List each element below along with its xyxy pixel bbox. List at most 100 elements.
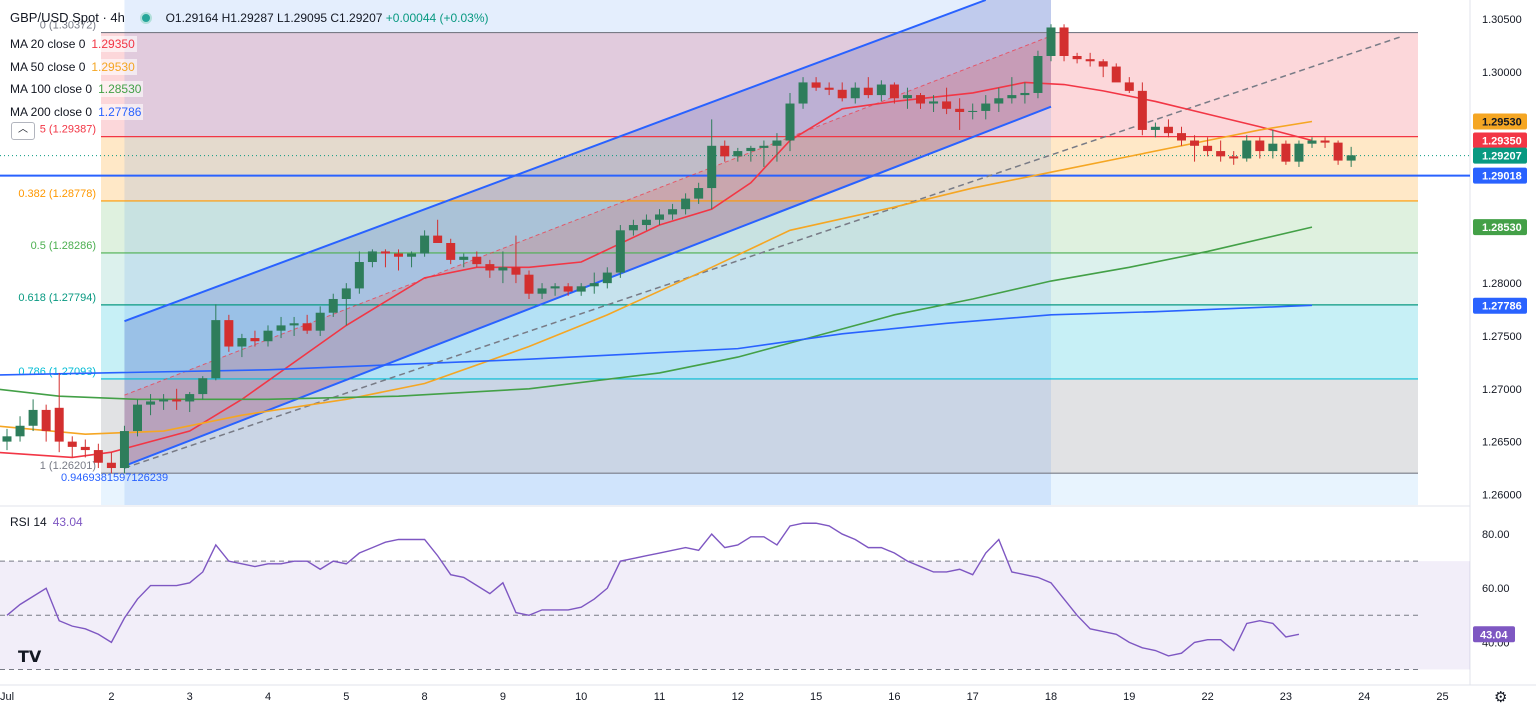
- candle-body: [341, 288, 351, 299]
- candle-body: [707, 145, 717, 189]
- candle-body: [328, 298, 338, 313]
- candle-body: [811, 82, 821, 88]
- time-tick: Jul: [0, 691, 14, 703]
- price-label-bg: [1473, 297, 1527, 314]
- candle-body: [185, 394, 195, 402]
- candle-body: [876, 84, 886, 96]
- candle-body: [407, 253, 417, 257]
- time-tick: 22: [1201, 691, 1213, 703]
- time-tick: 23: [1280, 691, 1292, 703]
- candle-body: [668, 209, 678, 215]
- tradingview-logo[interactable]: TV: [18, 647, 42, 666]
- candle-body: [498, 267, 508, 271]
- candle-body: [1216, 151, 1226, 157]
- candle-body: [198, 378, 208, 395]
- candle-body: [785, 103, 795, 141]
- candle-body: [694, 188, 704, 199]
- fib-zone: [101, 252, 1418, 305]
- candle-body: [1320, 140, 1330, 143]
- price-tick: 1.26500: [1482, 437, 1522, 449]
- candle-body: [681, 198, 691, 210]
- fib-label: 0.618 (1.27794): [18, 292, 96, 304]
- price-label: 1.29530: [1482, 116, 1522, 128]
- candle-body: [798, 82, 808, 104]
- price-label: 1.27786: [1482, 301, 1522, 313]
- candle-body: [1020, 92, 1030, 96]
- price-label: 1.29018: [1482, 171, 1522, 183]
- candle-body: [1098, 61, 1108, 67]
- channel-upper-line: [124, 0, 987, 323]
- candle-body: [472, 256, 482, 265]
- market-status-icon: [140, 12, 153, 25]
- ohlc-header: GBP/USD Spot · 4h O1.29164 H1.29287 L1.2…: [10, 10, 489, 25]
- legend-ma50[interactable]: MA 50 close 0 1.29530: [10, 56, 143, 79]
- legend-collapse-button[interactable]: ︿: [11, 122, 35, 140]
- price-label: 1.29207: [1482, 151, 1522, 163]
- fib-label: 1 (1.26201): [40, 460, 96, 472]
- candle-body: [720, 145, 730, 157]
- fib-zone: [101, 378, 1418, 474]
- candle-body: [1255, 140, 1265, 152]
- candle-body: [902, 95, 912, 99]
- candle-body: [302, 323, 312, 331]
- candle-body: [28, 409, 38, 426]
- fib-label: 0.786 (1.27093): [18, 366, 96, 378]
- chevron-up-icon: ︿: [18, 124, 28, 135]
- time-tick: 4: [265, 691, 271, 703]
- candle-body: [563, 286, 573, 292]
- rsi-tick: 60.00: [1482, 583, 1510, 595]
- candle-body: [968, 110, 978, 112]
- time-tick: 24: [1358, 691, 1370, 703]
- candle-body: [80, 446, 90, 451]
- channel-lower-line: [124, 105, 1052, 467]
- candle-body: [1203, 145, 1213, 152]
- candle-body: [550, 286, 560, 289]
- candle-body: [1085, 59, 1095, 62]
- candle-body: [237, 338, 247, 347]
- candle-body: [54, 407, 64, 442]
- candle-body: [1346, 155, 1356, 161]
- candle-body: [420, 235, 430, 254]
- rsi-legend[interactable]: RSI 14 43.04: [10, 515, 83, 529]
- time-tick: 5: [343, 691, 349, 703]
- gear-icon[interactable]: ⚙: [1494, 689, 1508, 706]
- symbol-title[interactable]: GBP/USD Spot · 4h: [10, 10, 125, 25]
- candle-body: [641, 219, 651, 226]
- legend-ma100-label: MA 100 close 0: [10, 82, 93, 96]
- candle-body: [524, 274, 534, 294]
- ma-line: [0, 304, 1313, 376]
- channel-fill: [124, 0, 1051, 466]
- candle-body: [1333, 142, 1343, 161]
- price-tick: 1.28000: [1482, 278, 1522, 290]
- legend-ma200-label: MA 200 close 0: [10, 104, 93, 119]
- candle-body: [2, 436, 12, 442]
- candle-body: [133, 404, 142, 432]
- legend-ma50-value: 1.29530: [89, 58, 137, 75]
- legend-ma200-value: 1.27786: [96, 103, 144, 120]
- candle-body: [1033, 55, 1043, 93]
- candle-body: [263, 330, 273, 342]
- price-label-bg: [1473, 132, 1527, 149]
- candle-body: [1072, 55, 1082, 60]
- candle-body: [863, 87, 873, 96]
- indicator-legend: MA 20 close 0 1.29350 MA 50 close 0 1.2953…: [10, 33, 144, 124]
- time-tick: 3: [187, 691, 193, 703]
- candle-body: [446, 242, 456, 260]
- candle-body: [628, 225, 638, 231]
- price-label-bg: [1473, 113, 1527, 130]
- time-tick: 10: [575, 691, 587, 703]
- legend-ma20[interactable]: MA 20 close 0 1.29350: [10, 33, 143, 56]
- candle-body: [655, 214, 664, 220]
- legend-ma200[interactable]: MA 200 close 0 1.27786: [10, 101, 144, 124]
- candle-body: [576, 286, 586, 292]
- candle-body: [119, 431, 129, 469]
- candle-body: [1307, 140, 1317, 144]
- channel-lower-fill: [124, 35, 1051, 466]
- candle-body: [15, 425, 25, 437]
- time-tick: 18: [1045, 691, 1057, 703]
- candle-body: [589, 283, 599, 287]
- legend-ma100[interactable]: MA 100 close 0 1.28530: [10, 78, 144, 101]
- price-tick: 1.27000: [1482, 384, 1522, 396]
- candle-body: [1268, 143, 1278, 152]
